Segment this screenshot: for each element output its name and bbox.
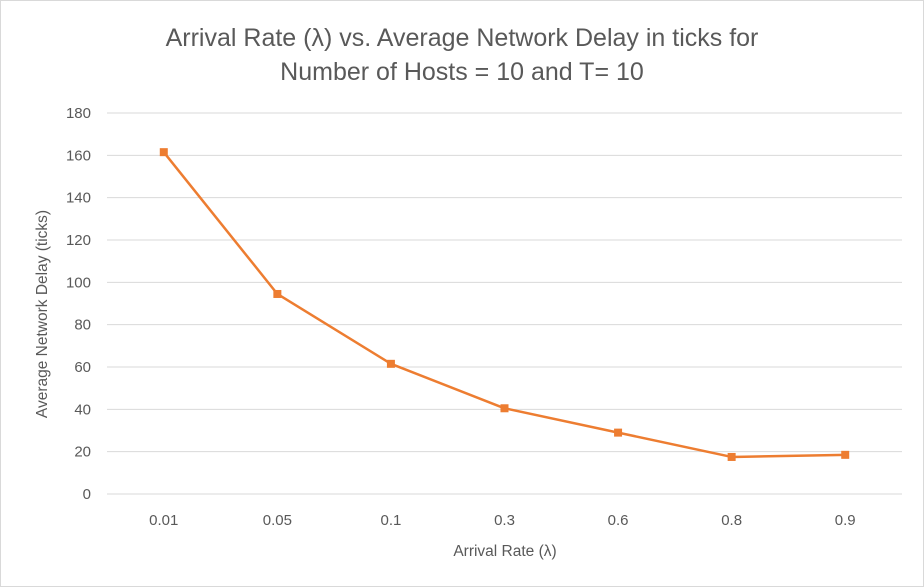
y-tick-label: 80 (74, 317, 91, 334)
data-point-marker (273, 289, 282, 298)
y-axis-tick-labels: 0 20 40 60 80 100 120 140 160 180 (66, 105, 91, 503)
x-tick-label: 0.05 (263, 512, 292, 529)
x-tick-label: 0.9 (835, 512, 856, 529)
chart-title-line-1: Arrival Rate (λ) vs. Average Network Del… (166, 24, 759, 52)
y-tick-label: 40 (74, 401, 91, 418)
y-tick-label: 140 (66, 190, 91, 207)
x-axis-title: Arrival Rate (λ) (453, 543, 556, 560)
x-tick-label: 0.1 (380, 512, 401, 529)
y-axis-title: Average Network Delay (ticks) (34, 210, 51, 418)
x-tick-label: 0.8 (721, 512, 742, 529)
x-tick-label: 0.3 (494, 512, 515, 529)
data-point-marker (500, 404, 509, 413)
chart-title: Arrival Rate (λ) vs. Average Network Del… (166, 24, 759, 86)
y-tick-label: 60 (74, 359, 91, 376)
data-point-marker (386, 359, 395, 368)
series-group (159, 148, 850, 461)
x-axis-tick-labels: 0.01 0.05 0.1 0.3 0.6 0.8 0.9 (149, 512, 855, 529)
y-tick-label: 20 (74, 444, 91, 461)
data-point-marker (159, 148, 168, 157)
chart-title-line-2: Number of Hosts = 10 and T= 10 (280, 58, 644, 86)
y-tick-label: 100 (66, 274, 91, 291)
x-tick-label: 0.01 (149, 512, 178, 529)
gridlines (107, 112, 902, 495)
x-tick-label: 0.6 (608, 512, 629, 529)
y-tick-label: 160 (66, 147, 91, 164)
data-point-marker (614, 428, 623, 437)
y-tick-label: 120 (66, 232, 91, 249)
y-tick-label: 0 (83, 486, 91, 503)
data-point-marker (727, 452, 736, 461)
data-point-marker (841, 450, 850, 459)
y-tick-label: 180 (66, 105, 91, 122)
